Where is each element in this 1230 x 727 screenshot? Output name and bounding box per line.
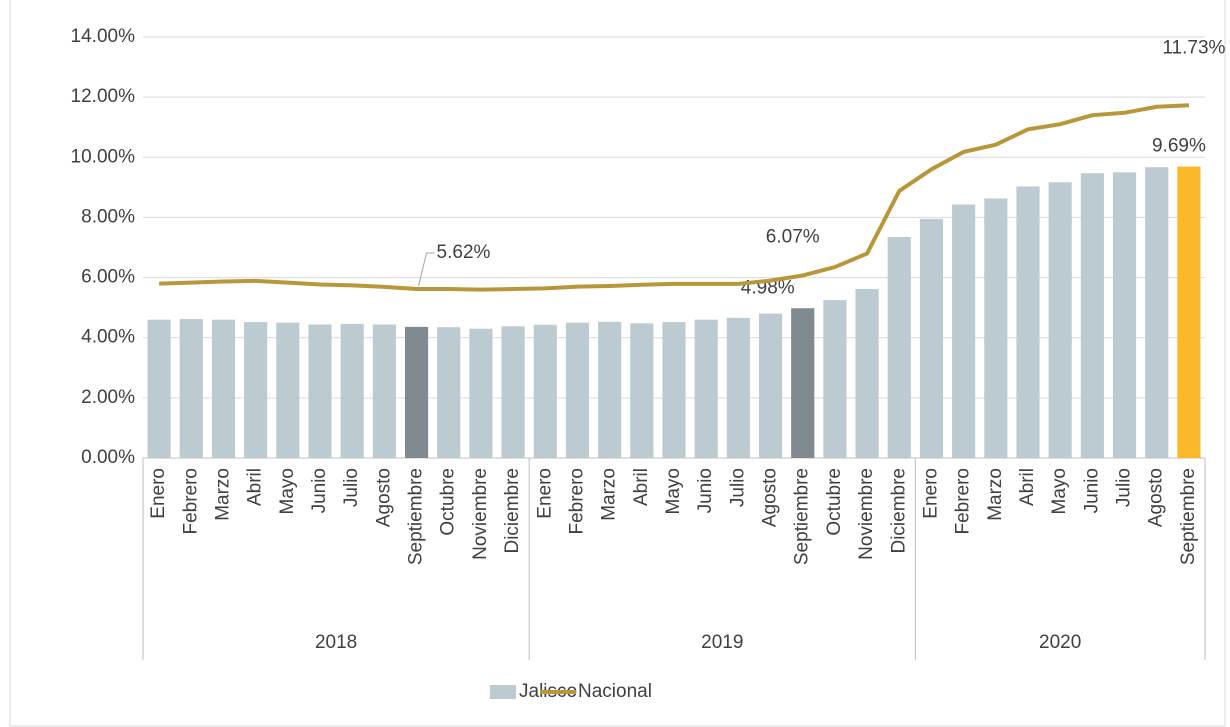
x-tick-label: Diciembre bbox=[502, 468, 523, 554]
x-tick-label: Septiembre bbox=[406, 468, 427, 565]
bar bbox=[598, 321, 622, 458]
bar bbox=[1145, 167, 1169, 458]
chart-frame bbox=[9, 0, 1226, 727]
bar bbox=[823, 300, 847, 458]
data-label: 11.73% bbox=[1162, 37, 1225, 58]
bar bbox=[984, 198, 1008, 458]
x-tick-label: Junio bbox=[309, 468, 330, 513]
y-tick-label: 12.00% bbox=[71, 86, 136, 107]
x-tick-label: Julio bbox=[1114, 468, 1135, 507]
bar bbox=[179, 319, 203, 458]
y-tick-label: 4.00% bbox=[81, 327, 135, 348]
x-tick-label: Agosto bbox=[760, 468, 781, 527]
bar bbox=[630, 323, 654, 458]
bar bbox=[308, 324, 332, 458]
y-tick-label: 8.00% bbox=[81, 206, 135, 227]
x-tick-label: Julio bbox=[341, 468, 362, 507]
bar bbox=[1080, 173, 1104, 458]
leader-line bbox=[418, 252, 435, 287]
bar bbox=[147, 319, 171, 458]
line bbox=[159, 103, 1190, 292]
x-tick-label: Enero bbox=[920, 468, 941, 519]
bar bbox=[855, 288, 879, 458]
group-label: 2019 bbox=[701, 632, 743, 653]
x-tick-label: Febrero bbox=[180, 468, 201, 535]
x-tick-label: Diciembre bbox=[888, 468, 909, 554]
x-tick-label: Marzo bbox=[985, 468, 1006, 521]
x-tick-label: Septiembre bbox=[792, 468, 813, 565]
bar bbox=[533, 324, 557, 458]
x-tick-label: Noviembre bbox=[470, 468, 491, 560]
x-tick-label: Mayo bbox=[1049, 468, 1070, 514]
bar bbox=[469, 328, 493, 458]
bar bbox=[887, 236, 911, 458]
x-tick-label: Mayo bbox=[663, 468, 684, 514]
x-tick-label: Julio bbox=[727, 468, 748, 507]
y-tick-label: 0.00% bbox=[81, 447, 135, 468]
x-tick-label: Agosto bbox=[1146, 468, 1167, 527]
bar bbox=[244, 322, 268, 458]
x-tick-label: Febrero bbox=[953, 468, 974, 535]
bar bbox=[437, 327, 461, 458]
bar bbox=[372, 324, 396, 458]
x-tick-label: Mayo bbox=[277, 468, 298, 514]
data-label: 9.69% bbox=[1152, 136, 1206, 157]
bar bbox=[726, 317, 750, 458]
legend-swatch bbox=[490, 685, 516, 699]
bar bbox=[404, 326, 429, 458]
y-tick-label: 6.00% bbox=[81, 267, 135, 288]
bar bbox=[1177, 166, 1201, 459]
data-label: 5.62% bbox=[437, 242, 491, 263]
x-tick-label: Abril bbox=[1017, 468, 1038, 506]
x-tick-label: Noviembre bbox=[856, 468, 877, 560]
x-tick-label: Septiembre bbox=[1178, 468, 1199, 565]
x-tick-label: Agosto bbox=[373, 468, 394, 527]
x-tick-label: Marzo bbox=[212, 468, 233, 521]
bar bbox=[1016, 186, 1040, 458]
x-tick-label: Junio bbox=[695, 468, 716, 513]
bar bbox=[211, 319, 236, 458]
y-tick-label: 2.00% bbox=[81, 387, 135, 408]
x-tick-label: Enero bbox=[148, 468, 169, 519]
legend-label: Nacional bbox=[578, 681, 652, 702]
bar bbox=[662, 322, 686, 458]
x-tick-label: Enero bbox=[534, 468, 555, 519]
x-tick-label: Abril bbox=[245, 468, 266, 506]
bar bbox=[694, 319, 718, 458]
x-tick-label: Octubre bbox=[824, 468, 845, 536]
bar bbox=[340, 323, 364, 458]
bar bbox=[565, 322, 590, 458]
data-label: 6.07% bbox=[766, 226, 820, 247]
y-tick-label: 10.00% bbox=[71, 146, 136, 167]
bar bbox=[791, 308, 815, 458]
bar bbox=[952, 204, 976, 458]
x-tick-label: Febrero bbox=[566, 468, 587, 535]
bar bbox=[1048, 182, 1072, 458]
bar bbox=[501, 326, 525, 458]
bar bbox=[1112, 172, 1137, 459]
x-tick-label: Abril bbox=[631, 468, 652, 506]
group-label: 2020 bbox=[1039, 632, 1081, 653]
bar bbox=[276, 322, 300, 458]
bar bbox=[919, 218, 944, 458]
group-label: 2018 bbox=[315, 632, 357, 653]
y-tick-label: 14.00% bbox=[71, 26, 136, 47]
x-tick-label: Octubre bbox=[438, 468, 459, 536]
x-tick-label: Marzo bbox=[599, 468, 620, 521]
x-tick-label: Junio bbox=[1081, 468, 1102, 513]
bar bbox=[758, 313, 783, 458]
